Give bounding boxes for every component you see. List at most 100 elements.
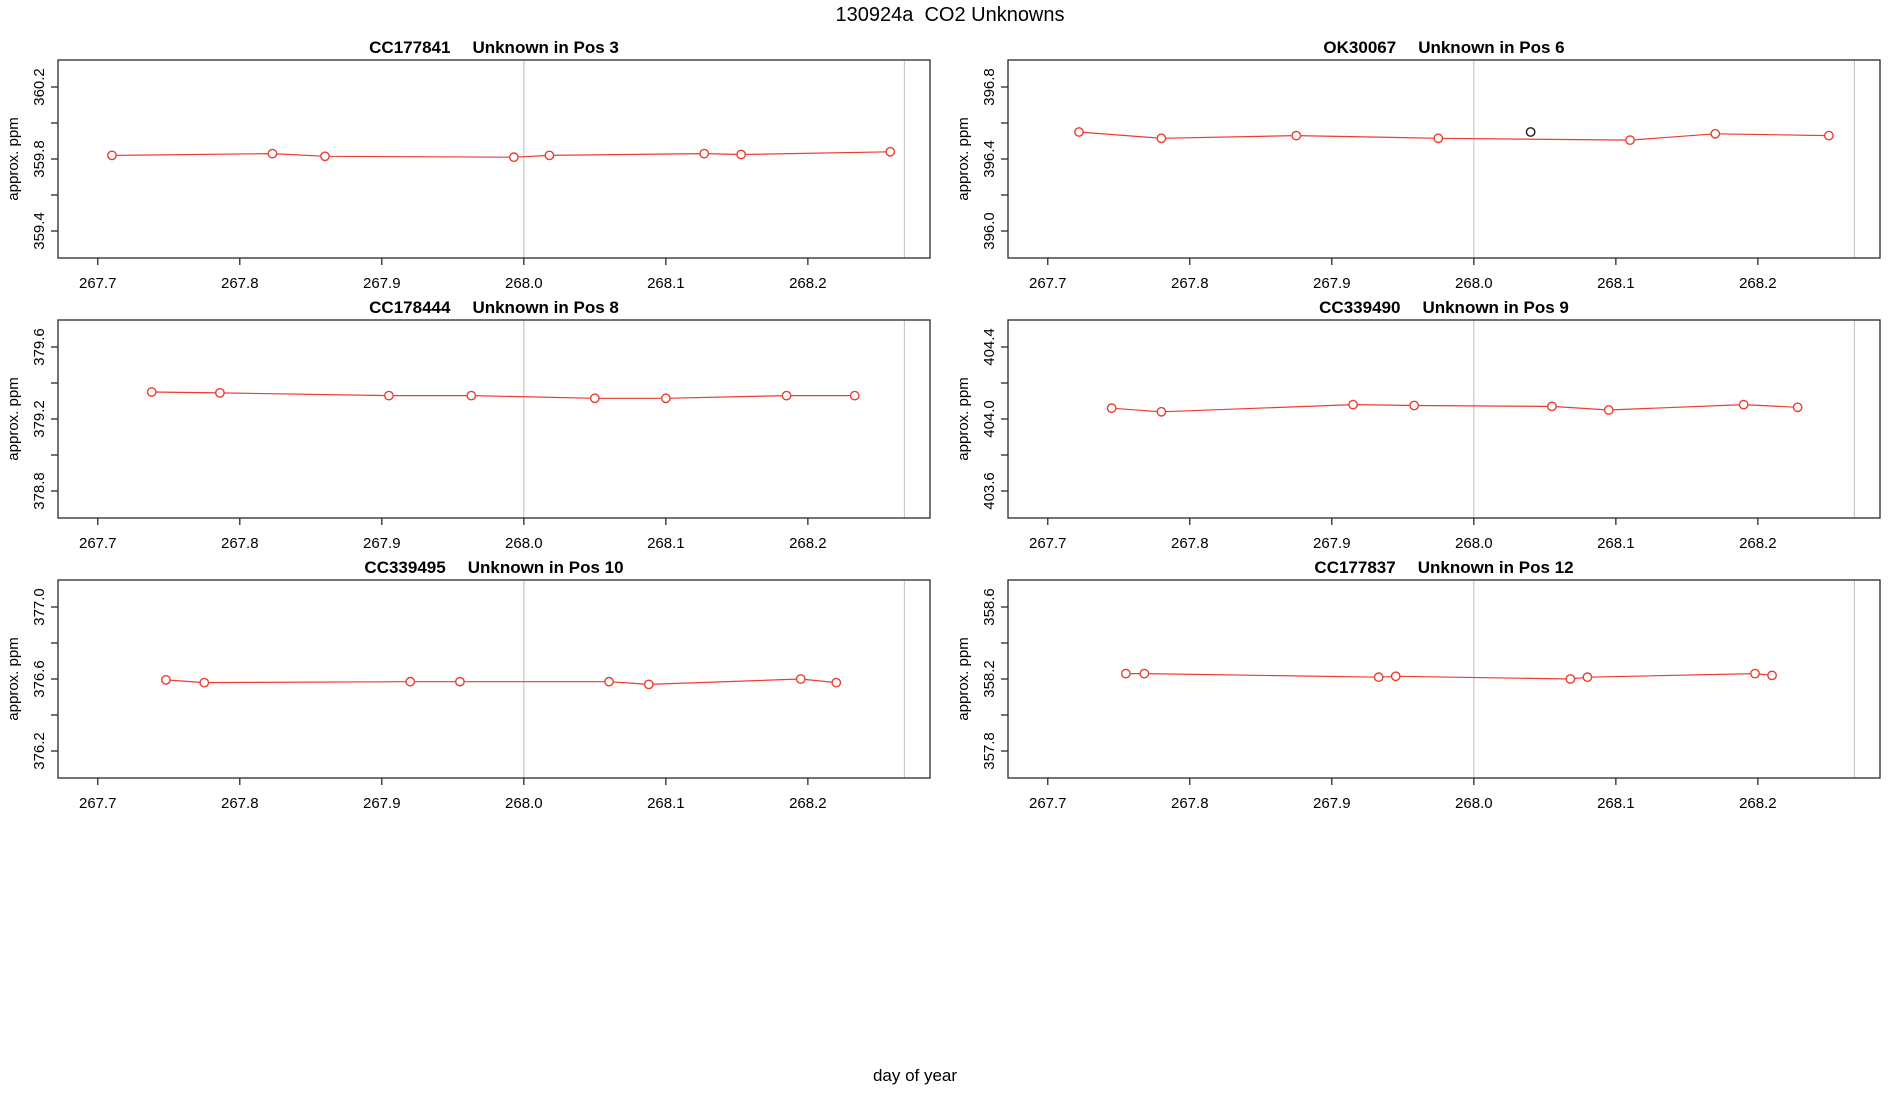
x-tick-label: 268.2 [1739,275,1777,292]
y-tick-label: 404.4 [981,328,998,366]
plot-box [57,319,931,519]
data-point [604,676,614,687]
y-tick-label: 379.6 [31,328,48,366]
data-point [1373,672,1384,683]
data-point [831,677,842,688]
panel-title-position: Unknown in Pos 6 [1418,38,1564,57]
y-axis-label: approx. ppm [5,377,22,460]
data-point [508,152,519,163]
panel-title-position: Unknown in Pos 12 [1418,558,1574,577]
panel-title-position: Unknown in Pos 10 [468,558,624,577]
y-tick-label: 358.2 [981,660,998,698]
y-tick-label: 359.8 [31,140,48,178]
data-point [1625,135,1635,146]
data-point [1792,402,1803,413]
x-tick-label: 268.2 [1739,795,1777,812]
panel-title-station: CC178444 [369,298,451,317]
data-point [267,148,278,159]
plot-box [1007,579,1881,779]
x-tick-label: 268.1 [1597,535,1635,552]
panel-title-position: Unknown in Pos 9 [1422,298,1568,317]
panel-title: CC177841 Unknown in Pos 3 [369,38,619,57]
panel-title-station: CC177841 [369,38,450,57]
x-tick-label: 268.2 [789,275,827,292]
data-point [1074,127,1084,137]
data-point [643,679,654,690]
data-point [146,387,157,397]
data-point [1348,399,1359,410]
data-point [781,390,792,401]
x-tick-label: 267.8 [1171,535,1209,552]
data-point [1603,405,1614,415]
x-tick-label: 267.9 [363,535,401,552]
panel-OK30067: OK30067 Unknown in Pos 6 267.7 267.8 267.9 26… [955,38,1881,292]
x-tick-label: 268.0 [1455,535,1493,552]
data-point [1823,130,1834,141]
data-point [466,390,477,401]
x-tick-label: 268.1 [647,275,685,292]
x-tick-label: 267.9 [363,275,401,292]
panel-title: OK30067 Unknown in Pos 6 [1323,38,1564,57]
data-point [455,676,465,687]
y-tick-label: 359.4 [31,212,48,250]
x-tick-label: 268.2 [789,795,827,812]
panel-title-position: Unknown in Pos 3 [472,38,618,57]
x-tick-label: 268.1 [1597,795,1635,812]
data-point [849,390,860,401]
panel-title-station: CC339490 [1319,298,1400,317]
plot-box [1007,59,1881,259]
data-point [405,676,416,687]
data-point [1291,130,1302,141]
data-point [1409,400,1420,411]
data-point [1738,399,1749,410]
y-tick-label: 396.0 [981,212,998,250]
panel-CC177841: CC177841 Unknown in Pos 3 267.7 267.8 267.9 2… [5,38,931,292]
panel-CC178444: CC178444 Unknown in Pos 8 267.7 267.8 267.9 2… [5,298,931,552]
data-point [107,150,117,161]
y-tick-label: 376.2 [31,732,48,770]
y-tick-label: 396.8 [981,68,998,106]
plot-box [1007,319,1881,519]
x-tick-label: 267.9 [1313,275,1351,292]
data-point [885,146,896,157]
data-point [1433,133,1444,144]
data-point [589,393,600,404]
x-tick-label: 267.7 [79,275,117,292]
data-point [1582,672,1593,683]
shared-x-axis-label: day of year [872,1066,958,1085]
y-tick-label: 404.0 [981,400,998,438]
y-tick-label: 358.6 [981,588,998,626]
data-point [1547,401,1557,412]
panel-CC339490: CC339490 Unknown in Pos 9 267.7 267.8 267.9 2… [955,298,1881,552]
data-point [1525,127,1536,137]
series-line [1125,672,1773,680]
x-tick-label: 267.8 [221,275,259,292]
panel-title-station: CC177837 [1314,558,1395,577]
data-point [320,151,330,162]
data-point [736,149,747,160]
series-line [151,391,855,399]
y-axis-label: approx. ppm [955,377,972,460]
x-tick-label: 267.7 [1029,275,1067,292]
data-point [660,393,671,404]
panel-title: CC177837 Unknown in Pos 12 [1314,558,1573,577]
x-tick-label: 267.9 [363,795,401,812]
x-tick-label: 268.1 [647,795,685,812]
x-tick-label: 268.0 [505,795,543,812]
data-point [1120,668,1131,679]
x-tick-label: 267.8 [1171,795,1209,812]
x-tick-label: 268.2 [1739,535,1777,552]
data-point [1390,671,1401,682]
x-tick-label: 268.1 [1597,275,1635,292]
y-tick-label: 396.4 [981,140,998,178]
x-tick-label: 267.8 [221,535,259,552]
x-tick-label: 267.9 [1313,535,1351,552]
y-tick-label: 360.2 [31,68,48,106]
y-axis-label: approx. ppm [5,637,22,720]
x-tick-label: 267.9 [1313,795,1351,812]
data-point [215,387,225,398]
panel-CC177837: CC177837 Unknown in Pos 12 267.7 267.8 267.9… [955,558,1881,812]
data-point [161,675,171,685]
data-point [1710,128,1721,139]
